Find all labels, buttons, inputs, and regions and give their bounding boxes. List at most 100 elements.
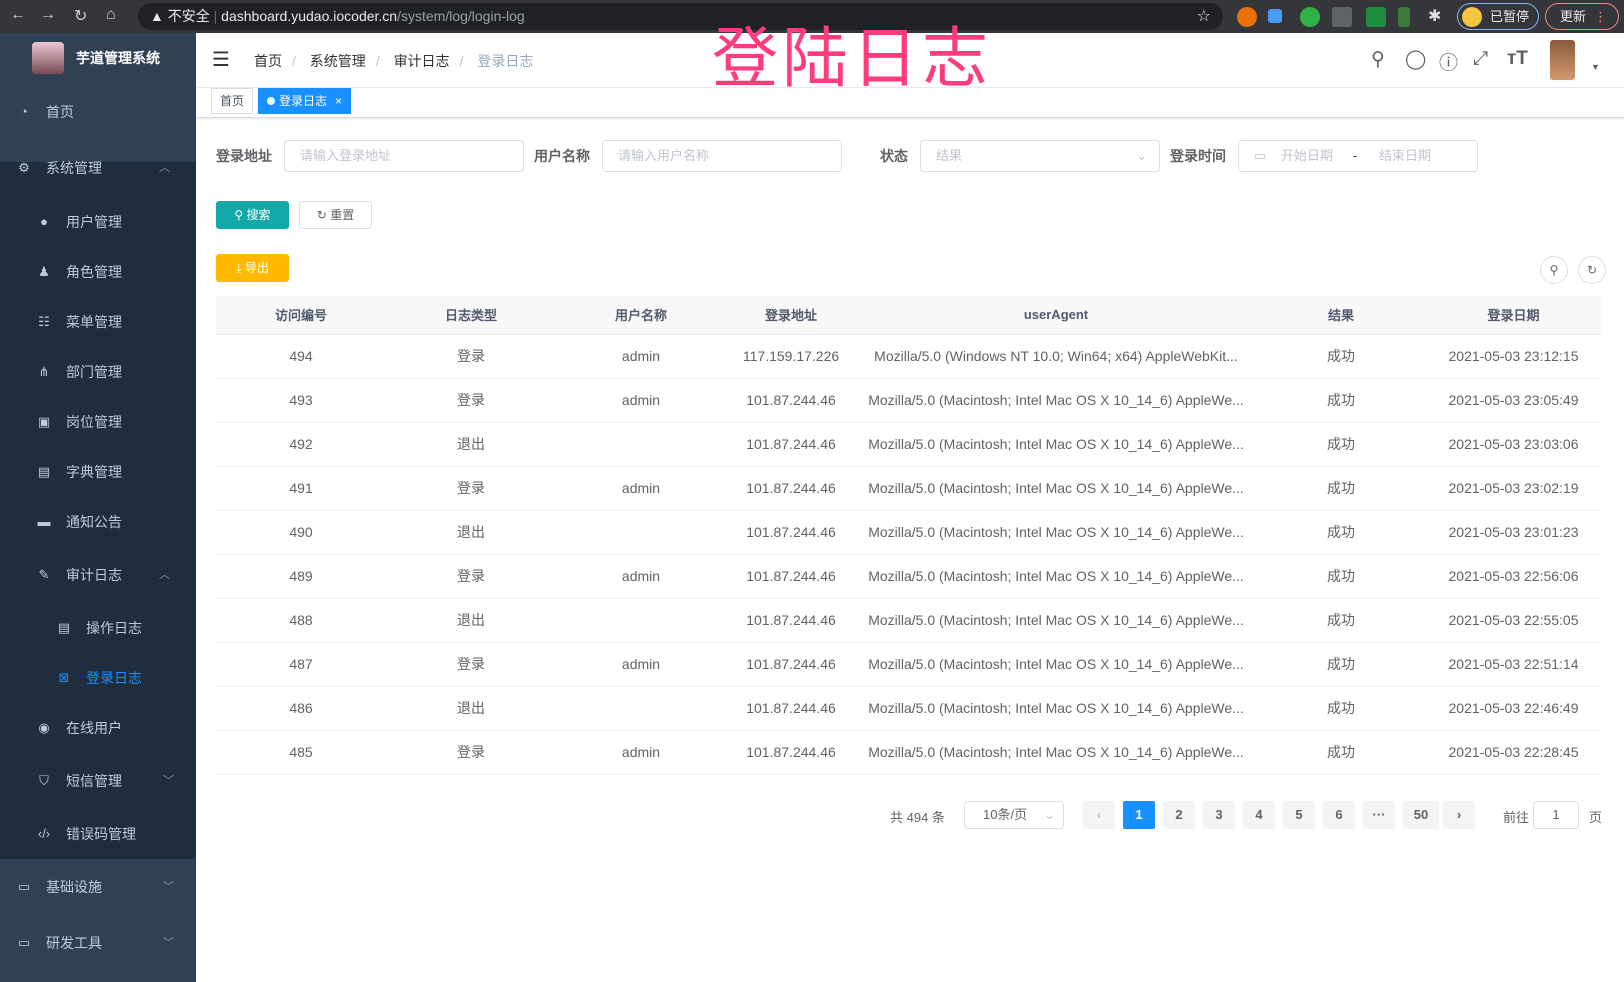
reset-label: 重置 [330, 208, 355, 222]
avatar [1462, 7, 1482, 27]
breadcrumb-item[interactable]: 系统管理 [309, 53, 366, 69]
reload-icon[interactable]: ↻ [74, 8, 88, 25]
sidebar-item[interactable]: ▤ 操作日志 [0, 603, 196, 653]
fullscreen-icon[interactable]: ⤢ [1473, 48, 1489, 69]
breadcrumb-item[interactable]: 首页 [254, 53, 282, 69]
page-button[interactable]: 4 [1243, 801, 1275, 829]
export-button[interactable]: ⤓ 导出 [216, 254, 289, 282]
sidebar-item[interactable]: ● 用户管理 [0, 197, 196, 247]
sidebar-item[interactable]: ◉ 在线用户 [0, 703, 196, 753]
download-icon: ⤓ [236, 261, 245, 275]
sidebar-item[interactable]: ▬ 通知公告 [0, 497, 196, 547]
table-cell: admin [556, 466, 726, 511]
table-row[interactable]: 487 登录 admin 101.87.244.46 Mozilla/5.0 (Maci… [216, 642, 1601, 687]
sidebar-item[interactable]: ⚙ 系统管理 ︿ [0, 143, 196, 193]
sidebar-item[interactable]: ♟ 角色管理 [0, 247, 196, 297]
update-button[interactable]: 更新 ⋮ [1545, 3, 1619, 30]
sidebar-item[interactable]: ⋔ 部门管理 [0, 347, 196, 397]
table-row[interactable]: 489 登录 admin 101.87.244.46 Mozilla/5.0 (Maci… [216, 554, 1601, 599]
page-button[interactable]: 50 [1403, 801, 1439, 829]
table-cell: admin [556, 642, 726, 687]
sidebar-item[interactable]: ▤ 字典管理 [0, 447, 196, 497]
page-button[interactable]: 6 [1323, 801, 1355, 829]
table-row[interactable]: 491 登录 admin 101.87.244.46 Mozilla/5.0 (Maci… [216, 466, 1601, 511]
address-input[interactable]: 请输入登录地址 [284, 140, 524, 172]
table-cell: 489 [216, 554, 386, 599]
extension-icon[interactable] [1268, 9, 1282, 23]
extension-icon[interactable] [1332, 7, 1352, 27]
table-cell: 493 [216, 378, 386, 423]
table-row[interactable]: 485 登录 admin 101.87.244.46 Mozilla/5.0 (Maci… [216, 730, 1601, 775]
github-icon[interactable]: ◯ [1405, 49, 1427, 70]
sidebar-item-label: 首页 [46, 104, 74, 120]
table-cell: 117.159.17.226 [726, 334, 856, 379]
date-range-picker[interactable]: ▭ 开始日期 - 结束日期 [1238, 140, 1478, 172]
page-button[interactable]: 2 [1163, 801, 1195, 829]
table-row[interactable]: 493 登录 admin 101.87.244.46 Mozilla/5.0 (Maci… [216, 378, 1601, 423]
profile-button[interactable]: 已暂停 [1457, 3, 1539, 30]
table-cell [556, 422, 726, 467]
page-button[interactable]: 5 [1283, 801, 1315, 829]
sidebar-item[interactable]: ▭ 基础设施 [0, 862, 196, 912]
user-avatar[interactable] [1550, 40, 1575, 80]
sidebar-item-label: 登录日志 [86, 670, 142, 686]
table-cell: 101.87.244.46 [726, 686, 856, 731]
sidebar-item[interactable]: ◔ 首页 [0, 87, 196, 137]
caret-down-icon[interactable]: ▼ [1591, 62, 1600, 72]
sidebar-item[interactable]: ‹/› 错误码管理 [0, 809, 196, 859]
column-header: 登录地址 [726, 296, 856, 335]
toggle-search-button[interactable]: ⚲ [1540, 256, 1568, 284]
tag-login-log[interactable]: 登录日志 × [258, 88, 352, 114]
sidebar-item[interactable]: ☷ 菜单管理 [0, 297, 196, 347]
refresh-button[interactable]: ↻ [1578, 256, 1606, 284]
next-page-button[interactable]: › [1443, 801, 1475, 829]
sidebar-item[interactable]: ⊠ 登录日志 [0, 653, 196, 703]
question-icon[interactable]: ⓘ [1439, 53, 1459, 74]
logo [32, 42, 64, 74]
star-icon[interactable]: ☆ [1196, 8, 1211, 25]
search-button[interactable]: ⚲ 搜索 [216, 201, 289, 229]
home-icon[interactable]: ⌂ [106, 6, 116, 23]
table-row[interactable]: 492 退出 101.87.244.46 Mozilla/5.0 (Macintosh… [216, 422, 1601, 467]
extension-icon[interactable] [1237, 7, 1257, 27]
sidebar-item[interactable]: ▣ 岗位管理 [0, 397, 196, 447]
table-row[interactable]: 490 退出 101.87.244.46 Mozilla/5.0 (Macintosh… [216, 510, 1601, 555]
puzzle-icon[interactable]: ✱ [1428, 8, 1442, 25]
table-row[interactable]: 486 退出 101.87.244.46 Mozilla/5.0 (Macintosh… [216, 686, 1601, 731]
tag-label: 登录日志 [279, 94, 328, 108]
page-button[interactable]: 1 [1123, 801, 1155, 829]
start-date[interactable]: 开始日期 [1281, 148, 1334, 163]
goto-input[interactable]: 1 [1533, 801, 1579, 829]
username-input[interactable]: 请输入用户名称 [602, 140, 842, 172]
tag-home[interactable]: 首页 [211, 88, 254, 114]
table-row[interactable]: 488 退出 101.87.244.46 Mozilla/5.0 (Macintosh… [216, 598, 1601, 643]
extension-icon[interactable] [1366, 7, 1386, 27]
search-icon[interactable]: ⚲ [1371, 49, 1385, 70]
page-button[interactable]: ··· [1363, 801, 1395, 829]
address-bar[interactable]: ▲ 不安全 | dashboard.yudao.iocoder.cn/syste… [138, 3, 1223, 30]
page-size-select[interactable]: 10条/页 ⌄ [964, 801, 1064, 829]
close-icon[interactable]: × [335, 94, 343, 108]
page-button[interactable]: 3 [1203, 801, 1235, 829]
end-date[interactable]: 结束日期 [1379, 148, 1432, 163]
log-icon: ✎ [38, 567, 50, 582]
reset-button[interactable]: ↻ 重置 [299, 201, 372, 229]
table-cell: Mozilla/5.0 (Macintosh; Intel Mac OS X 1… [856, 686, 1256, 731]
sidebar-item[interactable]: ▭ 研发工具 [0, 918, 196, 968]
goto-label: 前往 [1503, 810, 1530, 825]
back-icon[interactable]: ← [10, 6, 26, 23]
sidebar-item[interactable]: ✎ 审计日志 ︿ [0, 550, 196, 600]
online-icon: ◉ [38, 720, 50, 735]
extension-icon[interactable] [1300, 7, 1320, 27]
status-select[interactable]: 结果 ⌄ [920, 140, 1160, 172]
breadcrumb-item[interactable]: 审计日志 [393, 53, 450, 69]
font-size-icon[interactable]: тT [1507, 48, 1528, 69]
table-cell: Mozilla/5.0 (Macintosh; Intel Mac OS X 1… [856, 642, 1256, 687]
forward-icon[interactable]: → [40, 6, 56, 23]
update-label: 更新 [1560, 9, 1587, 24]
table-row[interactable]: 494 登录 admin 117.159.17.226 Mozilla/5.0 (Win… [216, 334, 1601, 379]
hamburger-icon[interactable]: ☰ [212, 49, 230, 71]
extension-icon[interactable] [1398, 7, 1410, 27]
prev-page-button[interactable]: ‹ [1083, 801, 1115, 829]
sidebar-item[interactable]: ⛉ 短信管理 [0, 756, 196, 806]
